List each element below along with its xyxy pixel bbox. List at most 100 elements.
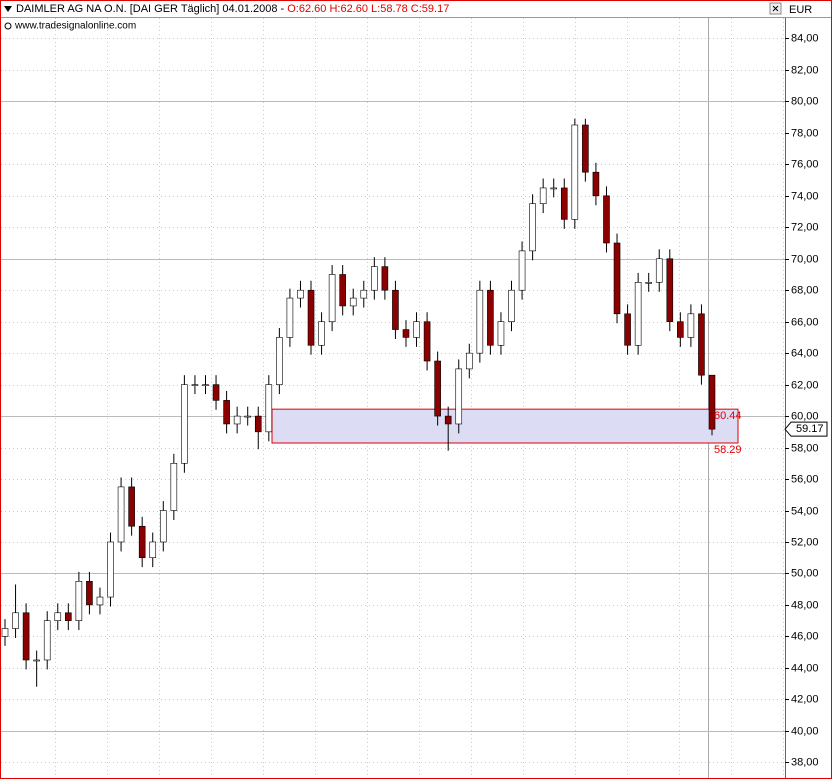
- candle-body: [233, 415, 241, 425]
- y-tick-label: 44,00: [791, 662, 819, 674]
- watermark-icon: [4, 22, 12, 30]
- y-tick-label: 40,00: [791, 725, 819, 737]
- candle-body: [254, 415, 262, 433]
- candle-body: [444, 415, 452, 425]
- candle-body: [360, 289, 368, 299]
- last-price-label: 59.17: [796, 423, 824, 435]
- candle-body: [613, 242, 621, 315]
- candle-body: [212, 384, 220, 401]
- candle-body: [550, 187, 558, 190]
- candle-body: [508, 289, 515, 322]
- candle-body: [634, 282, 642, 346]
- candle-body: [476, 289, 484, 354]
- y-tick-label: 72,00: [791, 221, 819, 233]
- candle-body: [181, 384, 188, 464]
- candle-body: [645, 282, 652, 284]
- y-tick-label: 48,00: [791, 599, 819, 611]
- zone-upper-label: 60.44: [714, 410, 742, 422]
- candle-body: [307, 289, 315, 346]
- y-tick-label: 76,00: [791, 158, 819, 170]
- candle-body: [12, 612, 19, 629]
- title-text: DAIMLER AG NA O.N. [DAI GER Täglich] 04.…: [16, 3, 285, 15]
- candle-body: [22, 612, 30, 661]
- menu-arrow[interactable]: [4, 6, 12, 12]
- candle-body: [677, 321, 684, 338]
- y-tick-label: 38,00: [791, 756, 819, 768]
- candle-body: [434, 360, 441, 417]
- candle-body: [138, 525, 146, 559]
- candle-body: [497, 321, 505, 346]
- candle-body: [624, 313, 631, 346]
- candle-body: [371, 266, 378, 291]
- candle-body: [265, 384, 273, 433]
- ohlc-text: O:62.60 H:62.60 L:58.78 C:59.17: [287, 3, 449, 15]
- candle-body: [698, 313, 705, 376]
- candle-body: [402, 329, 410, 338]
- candle-body: [33, 659, 40, 662]
- candle-body: [276, 337, 283, 385]
- y-tick-label: 42,00: [791, 693, 819, 705]
- y-tick-label: 68,00: [791, 284, 819, 296]
- y-tick-label: 52,00: [791, 536, 819, 548]
- watermark: www.tradesignalonline.com: [14, 21, 136, 32]
- candle-body: [571, 124, 579, 220]
- candle-body: [518, 250, 526, 291]
- y-tick-label: 84,00: [791, 32, 819, 44]
- candle-body: [582, 124, 589, 173]
- y-tick-label: 82,00: [791, 64, 819, 76]
- candle-body: [43, 620, 51, 661]
- candle-body: [286, 297, 294, 338]
- support-zone: [271, 408, 739, 444]
- candle-body: [96, 596, 104, 606]
- candle-body: [223, 400, 230, 425]
- candle-body: [413, 321, 420, 338]
- candle-body: [592, 171, 600, 197]
- zone-lower-label: 58.29: [714, 444, 742, 456]
- candle-body: [297, 289, 304, 299]
- candle-body: [202, 384, 209, 386]
- candle-body: [465, 352, 473, 370]
- y-tick-label: 70,00: [791, 253, 819, 265]
- candle-body: [159, 510, 167, 543]
- candle-body: [455, 368, 463, 425]
- candle-body: [170, 463, 178, 511]
- candle-body: [560, 187, 568, 220]
- candle-body: [86, 581, 93, 606]
- candle-body: [318, 321, 325, 346]
- close-icon: [772, 5, 779, 12]
- candle-body: [328, 274, 336, 322]
- chart-title: DAIMLER AG NA O.N. [DAI GER Täglich] 04.…: [16, 3, 449, 15]
- candle-body: [687, 313, 695, 338]
- candle-body: [339, 274, 346, 307]
- y-tick-label: 62,00: [791, 379, 819, 391]
- y-tick-label: 78,00: [791, 127, 819, 139]
- candle-body: [423, 321, 431, 362]
- candle-body: [1, 628, 9, 637]
- y-tick-label: 60,00: [791, 410, 819, 422]
- candle-body: [381, 266, 389, 291]
- y-tick-label: 50,00: [791, 567, 819, 579]
- y-tick-label: 64,00: [791, 347, 819, 359]
- candle-body: [655, 258, 663, 283]
- candle-body: [349, 297, 357, 307]
- candle-body: [54, 612, 62, 621]
- y-tick-label: 58,00: [791, 442, 819, 454]
- y-tick-label: 66,00: [791, 316, 819, 328]
- currency-label: EUR: [789, 4, 812, 16]
- candle-body: [708, 374, 716, 430]
- y-tick-label: 74,00: [791, 190, 819, 202]
- candle-body: [191, 384, 199, 386]
- candle-body: [539, 187, 547, 204]
- y-tick-label: 54,00: [791, 505, 819, 517]
- candle-body: [244, 415, 252, 418]
- candle-body: [107, 541, 114, 598]
- candle-body: [529, 203, 536, 252]
- y-tick-label: 56,00: [791, 473, 819, 485]
- y-tick-label: 80,00: [791, 95, 819, 107]
- candle-body: [128, 486, 135, 527]
- candle-body: [65, 612, 72, 621]
- candle-body: [149, 541, 157, 559]
- candle-body: [666, 258, 674, 322]
